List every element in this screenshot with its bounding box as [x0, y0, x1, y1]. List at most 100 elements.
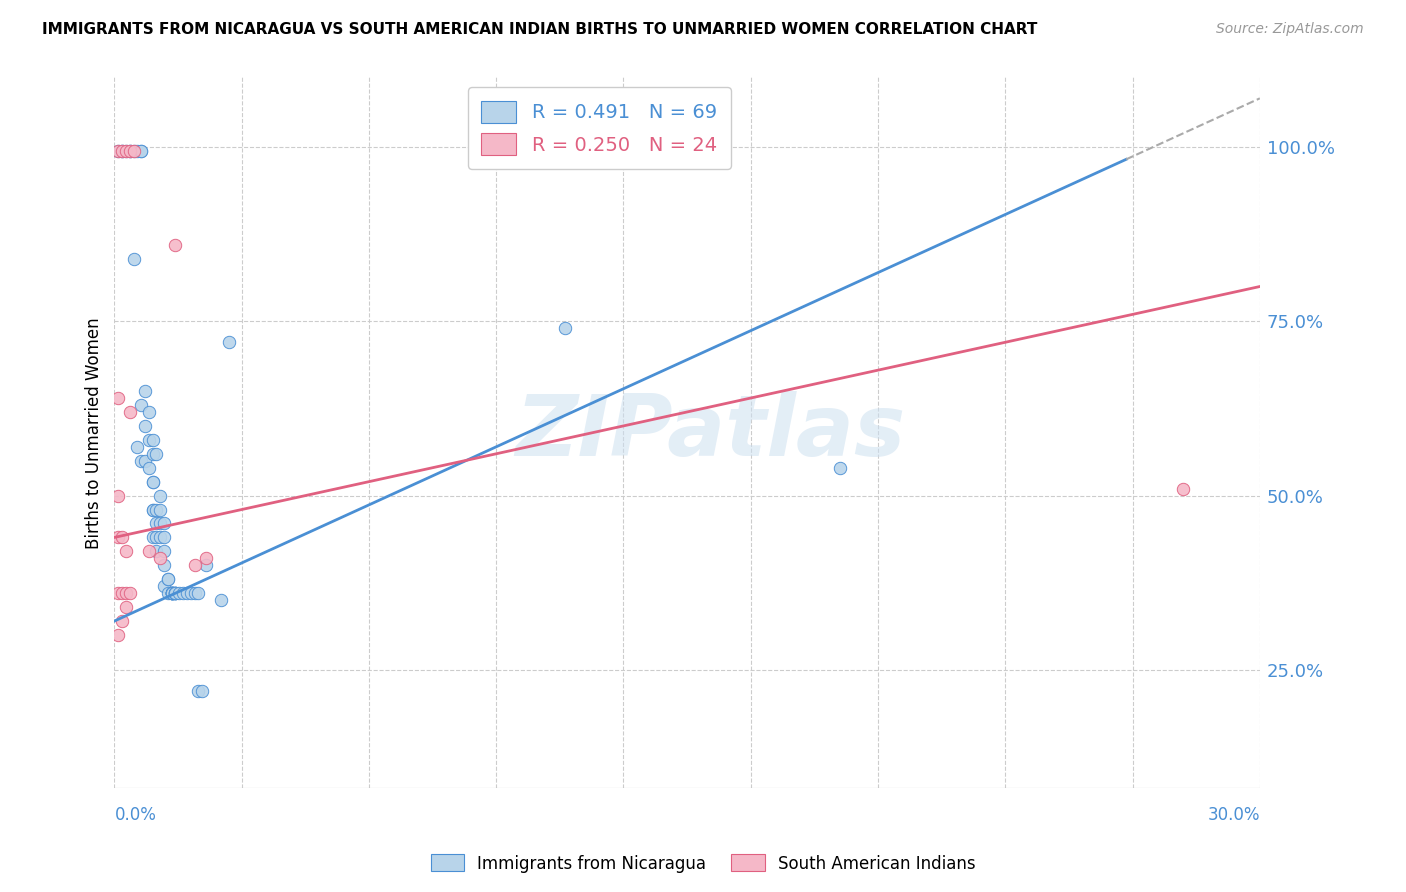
Point: [195, 551, 218, 566]
Point: [127, 440, 149, 454]
Point: [134, 418, 156, 433]
Point: [142, 502, 165, 516]
Point: [145, 530, 167, 544]
Point: [127, 144, 149, 158]
Point: [828, 460, 851, 475]
Point: [138, 405, 160, 419]
Point: [169, 586, 191, 600]
Point: [160, 586, 183, 600]
Point: [183, 586, 205, 600]
Point: [142, 433, 165, 447]
Point: [122, 144, 145, 158]
Point: [156, 572, 179, 586]
Point: [165, 586, 187, 600]
Point: [115, 544, 138, 558]
Point: [138, 433, 160, 447]
Point: [183, 558, 205, 573]
Point: [129, 144, 152, 158]
Point: [165, 586, 187, 600]
Point: [145, 544, 167, 558]
Point: [149, 516, 172, 531]
Point: [160, 586, 183, 600]
Legend: Immigrants from Nicaragua, South American Indians: Immigrants from Nicaragua, South America…: [423, 847, 983, 880]
Point: [115, 600, 138, 615]
Point: [187, 586, 209, 600]
Point: [145, 447, 167, 461]
Point: [118, 586, 141, 600]
Point: [107, 628, 129, 642]
Point: [142, 447, 165, 461]
Point: [142, 502, 165, 516]
Point: [149, 551, 172, 566]
Point: [153, 558, 176, 573]
Point: [111, 144, 134, 158]
Point: [165, 586, 187, 600]
Point: [1173, 482, 1195, 496]
Point: [180, 586, 202, 600]
Point: [160, 586, 183, 600]
Text: 0.0%: 0.0%: [114, 806, 156, 824]
Text: 30.0%: 30.0%: [1208, 806, 1260, 824]
Point: [187, 683, 209, 698]
Point: [191, 683, 214, 698]
Text: IMMIGRANTS FROM NICARAGUA VS SOUTH AMERICAN INDIAN BIRTHS TO UNMARRIED WOMEN COR: IMMIGRANTS FROM NICARAGUA VS SOUTH AMERI…: [42, 22, 1038, 37]
Point: [172, 586, 194, 600]
Point: [145, 502, 167, 516]
Point: [118, 405, 141, 419]
Point: [209, 593, 232, 607]
Point: [160, 586, 183, 600]
Point: [115, 144, 138, 158]
Point: [115, 586, 138, 600]
Point: [145, 516, 167, 531]
Point: [111, 614, 134, 628]
Point: [129, 454, 152, 468]
Point: [218, 335, 240, 350]
Point: [149, 530, 172, 544]
Point: [118, 144, 141, 158]
Point: [165, 237, 187, 252]
Point: [118, 144, 141, 158]
Point: [142, 475, 165, 489]
Point: [129, 398, 152, 412]
Point: [138, 460, 160, 475]
Point: [134, 454, 156, 468]
Point: [160, 586, 183, 600]
Point: [160, 586, 183, 600]
Point: [153, 516, 176, 531]
Point: [107, 530, 129, 544]
Point: [176, 586, 198, 600]
Point: [165, 586, 187, 600]
Point: [134, 384, 156, 398]
Point: [149, 489, 172, 503]
Point: [156, 572, 179, 586]
Point: [111, 144, 134, 158]
Point: [138, 544, 160, 558]
Text: ZIPatlas: ZIPatlas: [515, 392, 905, 475]
Point: [111, 144, 134, 158]
Point: [165, 586, 187, 600]
Point: [122, 252, 145, 266]
Point: [153, 544, 176, 558]
Point: [160, 586, 183, 600]
Point: [107, 586, 129, 600]
Point: [142, 475, 165, 489]
Point: [156, 586, 179, 600]
Point: [195, 558, 218, 573]
Point: [118, 144, 141, 158]
Y-axis label: Births to Unmarried Women: Births to Unmarried Women: [86, 317, 103, 549]
Point: [153, 530, 176, 544]
Point: [107, 144, 129, 158]
Point: [115, 144, 138, 158]
Point: [129, 144, 152, 158]
Legend: R = 0.491   N = 69, R = 0.250   N = 24: R = 0.491 N = 69, R = 0.250 N = 24: [468, 87, 731, 169]
Point: [107, 144, 129, 158]
Point: [107, 489, 129, 503]
Point: [122, 144, 145, 158]
Point: [111, 586, 134, 600]
Point: [149, 502, 172, 516]
Point: [111, 530, 134, 544]
Point: [554, 321, 576, 335]
Text: Source: ZipAtlas.com: Source: ZipAtlas.com: [1216, 22, 1364, 37]
Point: [153, 579, 176, 593]
Point: [142, 530, 165, 544]
